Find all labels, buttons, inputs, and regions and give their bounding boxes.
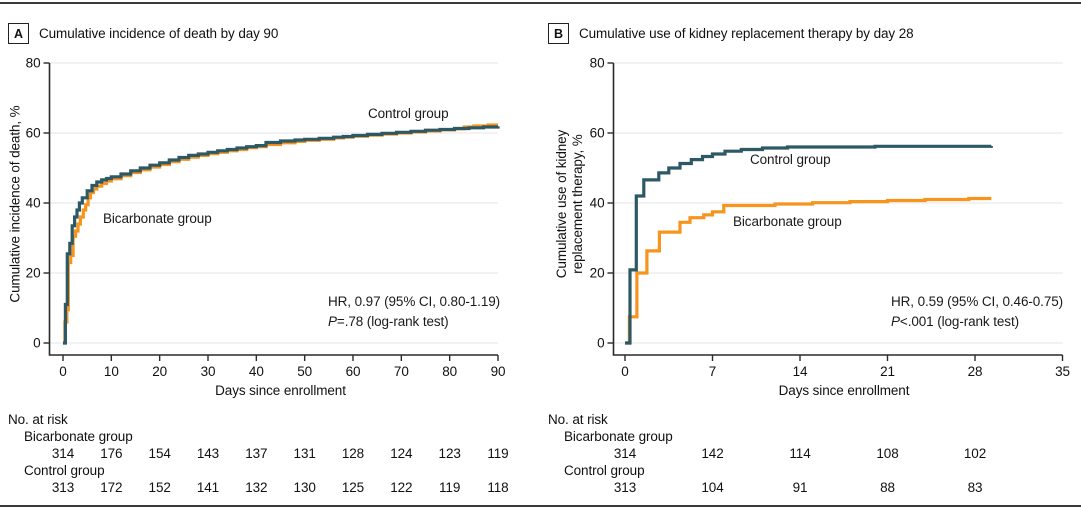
x-tick-label: 30 xyxy=(201,364,216,379)
panel-b-title: Cumulative use of kidney replacement the… xyxy=(579,26,914,41)
y-tick-label: 0 xyxy=(597,336,604,351)
risk-count: 313 xyxy=(51,480,75,495)
axis-line xyxy=(48,63,498,356)
x-tick-label: 21 xyxy=(880,364,895,379)
panel-a: A Cumulative incidence of death by day 9… xyxy=(8,23,509,495)
panel-a-control-curve-label: Control group xyxy=(368,106,449,121)
panel-b-plot: 0 20 40 60 80 0 7 14 21 28 35 xyxy=(590,56,1070,380)
curve-control-group xyxy=(63,125,500,345)
y-tick-label: 80 xyxy=(26,56,41,71)
x-tick-label: 50 xyxy=(297,364,312,379)
risk-count: 143 xyxy=(196,446,220,461)
panel-a-letter-badge: A xyxy=(8,23,29,44)
risk-count: 154 xyxy=(148,446,171,461)
x-tick-label: 90 xyxy=(491,364,506,379)
panel-a-x-axis-title: Days since enrollment xyxy=(215,383,346,398)
risk-count: 119 xyxy=(439,480,461,495)
x-tick-label: 7 xyxy=(709,364,716,379)
x-tick-label: 40 xyxy=(249,364,264,379)
risk-count: 137 xyxy=(245,446,268,461)
curve-bicarbonate-group xyxy=(625,196,992,345)
risk-row-label: Bicarbonate group xyxy=(564,429,673,444)
risk-row-label: Control group xyxy=(564,463,645,478)
risk-count: 122 xyxy=(390,480,413,495)
risk-count: 131 xyxy=(293,446,316,461)
risk-table-header: No. at risk xyxy=(548,412,608,427)
panel-b-p-text: P<.001 (log-rank test) xyxy=(891,314,1019,329)
y-tick-label: 60 xyxy=(590,126,605,141)
panel-b-annotation: HR, 0.59 (95% CI, 0.46-0.75) P<.001 (log… xyxy=(891,292,1063,332)
x-tick-label: 20 xyxy=(152,364,167,379)
risk-count: 83 xyxy=(967,480,983,495)
panel-b-x-axis-title: Days since enrollment xyxy=(778,383,910,398)
risk-count: 313 xyxy=(613,480,637,495)
x-tick-label: 0 xyxy=(59,364,66,379)
y-tick-label: 20 xyxy=(590,266,605,281)
risk-count: 124 xyxy=(390,446,413,461)
panel-a-plot: 0 20 40 60 80 0 10 20 30 40 50 60 70 80 90 xyxy=(26,56,506,380)
risk-count: 88 xyxy=(880,480,895,495)
panel-a-p-text: P=.78 (log-rank test) xyxy=(328,314,449,329)
risk-count: 176 xyxy=(100,446,123,461)
risk-row-label: Bicarbonate group xyxy=(24,429,133,444)
risk-count: 314 xyxy=(613,446,637,461)
y-tick-label: 40 xyxy=(590,196,605,211)
panel-a-bicarbonate-curve-label: Bicarbonate group xyxy=(103,211,212,226)
y-tick-label: 60 xyxy=(26,126,41,141)
y-tick-label: 0 xyxy=(33,336,40,351)
x-tick-label: 14 xyxy=(793,364,808,379)
risk-count: 125 xyxy=(341,480,365,495)
risk-count: 114 xyxy=(789,446,811,461)
risk-count: 172 xyxy=(100,480,123,495)
x-tick-label: 28 xyxy=(968,364,983,379)
panel-a-annotation: HR, 0.97 (95% CI, 0.80-1.19) P=.78 (log-… xyxy=(328,292,500,332)
panel-b-bicarbonate-curve-label: Bicarbonate group xyxy=(733,214,842,229)
x-tick-label: 80 xyxy=(442,364,457,379)
risk-table-header: No. at risk xyxy=(8,412,68,427)
risk-count: 119 xyxy=(487,446,509,461)
risk-row-label: Control group xyxy=(24,463,105,478)
risk-count: 128 xyxy=(341,446,365,461)
risk-count: 108 xyxy=(876,446,899,461)
y-tick-label: 80 xyxy=(590,56,605,71)
risk-count: 91 xyxy=(792,480,808,495)
curve-control-group xyxy=(625,144,993,345)
risk-count: 102 xyxy=(963,446,987,461)
panel-a-hr-text: HR, 0.97 (95% CI, 0.80-1.19) xyxy=(328,294,501,309)
panel-a-header: A Cumulative incidence of death by day 9… xyxy=(8,23,278,44)
top-rule xyxy=(0,2,1081,4)
risk-count: 118 xyxy=(487,480,509,495)
risk-count: 104 xyxy=(701,480,724,495)
risk-count: 314 xyxy=(51,446,75,461)
panel-b: B Cumulative use of kidney replacement t… xyxy=(540,0,1081,513)
axis-line xyxy=(612,63,1063,356)
risk-count: 123 xyxy=(438,446,461,461)
x-tick-label: 35 xyxy=(1055,364,1070,379)
y-tick-label: 20 xyxy=(26,266,41,281)
panel-b-hr-text: HR, 0.59 (95% CI, 0.46-0.75) xyxy=(891,294,1064,309)
x-tick-label: 60 xyxy=(346,364,361,379)
risk-count: 132 xyxy=(245,480,268,495)
risk-count: 142 xyxy=(701,446,724,461)
x-tick-label: 0 xyxy=(621,364,628,379)
panel-a-title: Cumulative incidence of death by day 90 xyxy=(39,26,279,41)
panel-b-header: B Cumulative use of kidney replacement t… xyxy=(548,23,914,44)
y-tick-label: 40 xyxy=(26,196,41,211)
x-tick-label: 10 xyxy=(104,364,119,379)
x-tick-label: 70 xyxy=(394,364,409,379)
risk-count: 141 xyxy=(196,480,220,495)
risk-count: 130 xyxy=(293,480,316,495)
panel-b-letter-badge: B xyxy=(548,23,569,44)
bottom-rule xyxy=(0,505,1081,507)
risk-count: 152 xyxy=(148,480,171,495)
panel-b-control-curve-label: Control group xyxy=(750,152,831,167)
